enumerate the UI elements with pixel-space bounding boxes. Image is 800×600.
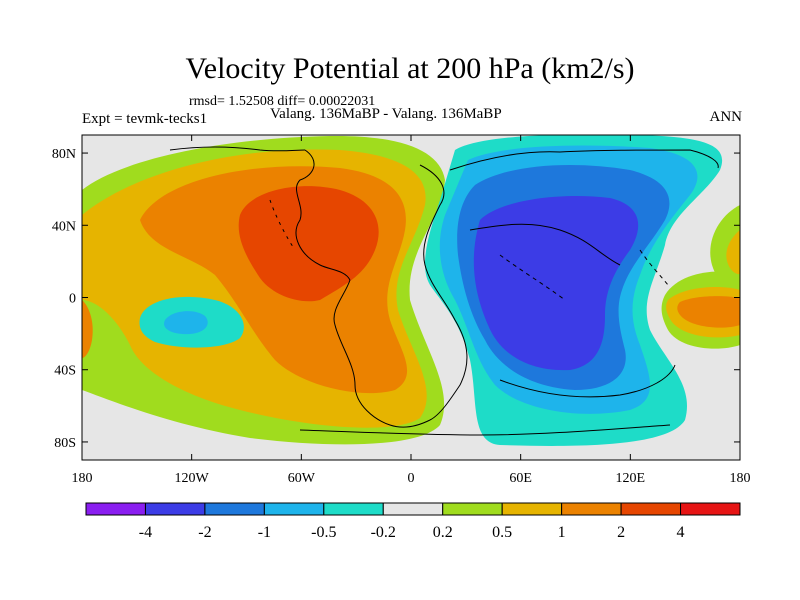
colorbar-label: -4: [139, 524, 152, 541]
colorbar-swatch: [85, 502, 146, 516]
y-tick-label: 0: [69, 292, 76, 307]
colorbar-swatch: [680, 502, 741, 516]
x-tick-label: 0: [408, 471, 415, 486]
x-tick-label: 60W: [288, 471, 316, 486]
contour-band-pocket-neg0.5: [164, 311, 208, 335]
colorbar-swatch: [501, 502, 563, 516]
coastline-australia-antarctica: [499, 364, 676, 398]
contour-band-west-2: [238, 186, 379, 302]
colorbar-label: 0.5: [492, 524, 512, 541]
x-tick-label: 180: [730, 471, 751, 486]
contour-band-dateline-east-0.5: [726, 230, 740, 275]
coastline-africa: [419, 164, 468, 421]
colorbar-swatch: [263, 502, 325, 516]
coastline-eurasia: [449, 149, 719, 171]
coastline-antarctica: [299, 424, 671, 436]
colorbar-swatch: [620, 502, 682, 516]
coastlines: [169, 146, 719, 436]
season-label: ANN: [709, 109, 743, 125]
colorbar-swatch: [442, 502, 503, 516]
axes: 180 120W 60W 0 60E 120E 180 80N 40N 0 40S 80S: [52, 135, 751, 486]
colorbar-label: -1: [258, 524, 271, 541]
coastline-arctic: [169, 146, 306, 152]
contour-band-dateline-pacific-core: [677, 296, 740, 328]
coastline-asia-south: [469, 223, 621, 266]
coastline-north-america: [295, 149, 351, 281]
contour-band-east-neg2: [473, 196, 639, 371]
chart-title: Velocity Potential at 200 hPa (km2/s): [185, 52, 635, 85]
y-tick-label: 40S: [54, 364, 76, 379]
y-tick-label: 40N: [52, 219, 76, 234]
comparison-label: Valang. 136MaBP - Valang. 136MaBP: [270, 106, 502, 122]
colorbar-label: -0.2: [371, 524, 396, 541]
y-tick-label: 80S: [54, 436, 76, 451]
colorbar-swatch: [382, 502, 444, 516]
colorbar-label: 4: [677, 524, 685, 541]
colorbar-label: 1: [558, 524, 566, 541]
colorbar-swatch: [323, 502, 384, 516]
colorbar: -4 -2 -1 -0.5 -0.2 0.2 0.5 1 2 4: [85, 502, 741, 541]
colorbar-label: -2: [198, 524, 211, 541]
y-tick-label: 80N: [52, 147, 76, 162]
colorbar-label: 0.2: [433, 524, 453, 541]
x-tick-label: 120E: [616, 471, 646, 486]
colorbar-swatch: [561, 502, 622, 516]
colorbar-label: -0.5: [311, 524, 336, 541]
experiment-label: Expt = tevmk-tecks1: [82, 111, 208, 127]
coastline-south-america: [333, 279, 431, 428]
coastline-island-arc-2: [639, 249, 669, 286]
colorbar-swatch: [144, 502, 206, 516]
x-tick-label: 60E: [509, 471, 532, 486]
contour-field: [82, 135, 740, 446]
x-tick-label: 180: [72, 471, 93, 486]
colorbar-label: 2: [617, 524, 625, 541]
x-tick-label: 120W: [175, 471, 210, 486]
colorbar-swatch: [204, 502, 265, 516]
stats-line: rmsd= 1.52508 diff= 0.00022031: [189, 94, 376, 109]
contour-band-dateline-west: [82, 300, 93, 358]
